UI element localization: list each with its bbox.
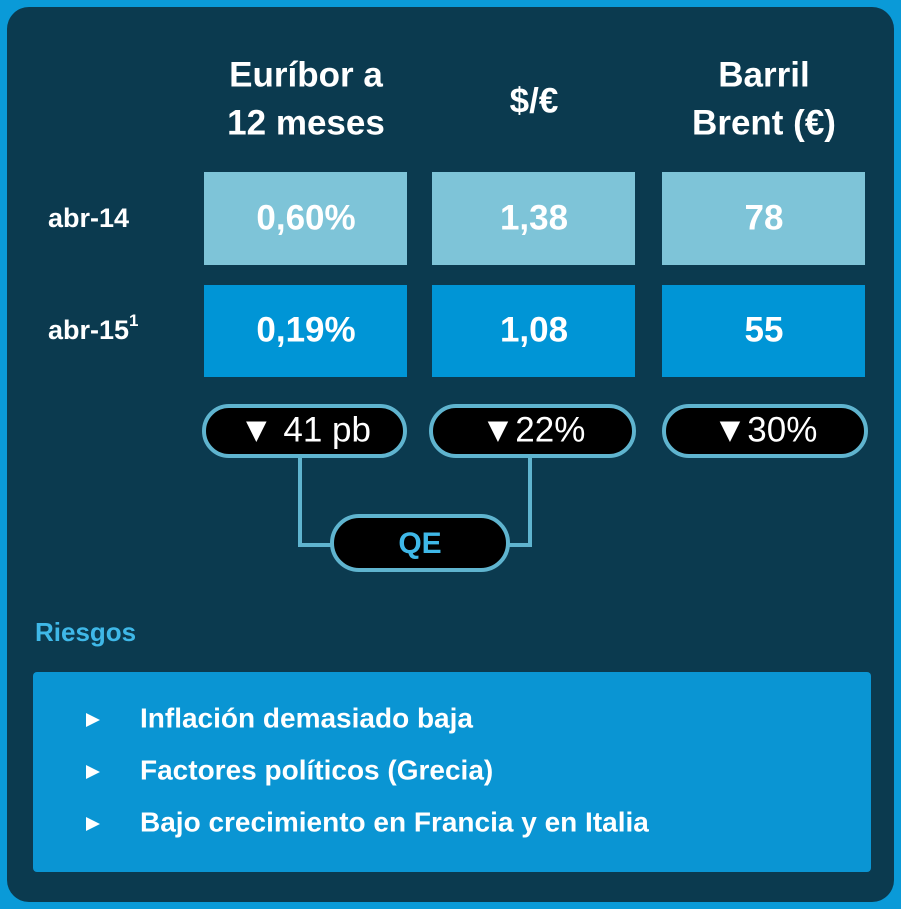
change: ▼ 41 pb bbox=[239, 410, 371, 449]
change-pill bbox=[429, 404, 636, 458]
column-header: 12 meses bbox=[227, 103, 385, 142]
risk-item: Bajo crecimiento en Francia y en Italia bbox=[140, 806, 649, 837]
cell bbox=[204, 285, 407, 377]
change: ▼22% bbox=[481, 410, 586, 449]
cell bbox=[432, 172, 635, 265]
column-header: Brent (€) bbox=[692, 103, 836, 142]
cell-value: 0,19% bbox=[256, 310, 355, 349]
cell bbox=[432, 285, 635, 377]
change-pill bbox=[202, 404, 407, 458]
connector bbox=[298, 457, 532, 547]
risk-item: Inflación demasiado baja bbox=[140, 702, 473, 733]
risks-box bbox=[33, 672, 871, 872]
row-label: abr-14 bbox=[48, 203, 129, 233]
qe-label: QE bbox=[398, 527, 441, 560]
bullets bbox=[86, 713, 100, 831]
cell-value: 1,38 bbox=[500, 198, 568, 237]
cell-value: 55 bbox=[745, 310, 784, 349]
cell bbox=[204, 172, 407, 265]
cell-value: 1,08 bbox=[500, 310, 568, 349]
column-header: Barril bbox=[718, 55, 809, 94]
cell-value: 78 bbox=[745, 198, 784, 237]
change: ▼30% bbox=[713, 410, 818, 449]
row-label: abr-151 bbox=[48, 311, 139, 345]
cell bbox=[662, 172, 865, 265]
row-label-text: abr-15 bbox=[48, 315, 129, 345]
cell bbox=[662, 285, 865, 377]
cell-value: 0,60% bbox=[256, 198, 355, 237]
risk-item: Factores políticos (Grecia) bbox=[140, 754, 493, 785]
column-header: Euríbor a bbox=[229, 55, 383, 94]
column-header: $/€ bbox=[510, 81, 559, 120]
qe-pill bbox=[330, 514, 510, 572]
risks-title: Riesgos bbox=[35, 617, 136, 647]
footnote: 1 bbox=[129, 311, 138, 330]
change-pill bbox=[662, 404, 868, 458]
